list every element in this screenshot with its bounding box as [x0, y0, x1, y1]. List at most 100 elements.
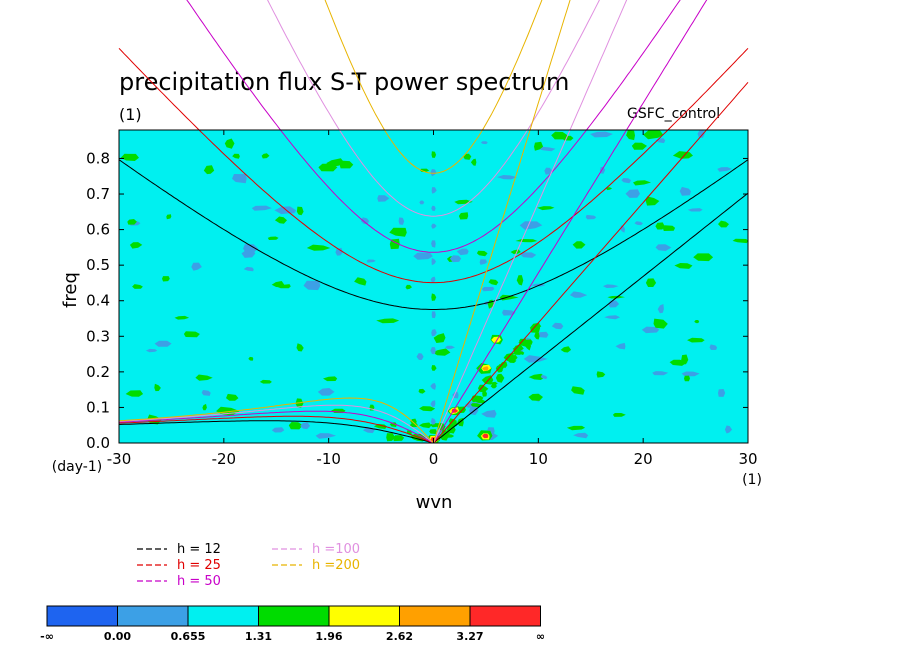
colorbar-label: ∞	[536, 630, 545, 643]
blue-patch	[145, 348, 158, 353]
colorbar-label: 0.655	[171, 630, 206, 643]
rossby-curve	[118, 397, 434, 443]
blue-patch	[540, 374, 548, 380]
legend-label: h = 12	[177, 542, 221, 557]
ridge-patch	[474, 399, 486, 404]
blue-patch	[251, 205, 272, 211]
peak-core	[482, 366, 489, 371]
blue-patch	[243, 266, 254, 272]
blue-patch	[315, 433, 337, 439]
wvn-zero-patch	[430, 169, 437, 177]
blue-patch	[718, 389, 726, 397]
y-tick-label: 0.1	[86, 398, 110, 416]
green-patch	[463, 153, 472, 160]
blue-patch	[621, 178, 632, 184]
colorbar-label: 1.31	[245, 630, 272, 643]
ridge-patch	[490, 383, 497, 389]
ridge-patch	[495, 373, 505, 383]
green-patch	[418, 388, 426, 394]
green-patch	[534, 141, 544, 151]
x-tick-label: 0	[429, 450, 439, 468]
green-patch	[296, 343, 304, 352]
green-patch	[203, 165, 215, 175]
blue-patch	[456, 248, 469, 256]
green-patch	[419, 406, 436, 412]
low-freq-patch	[429, 429, 437, 435]
low-freq-patch	[373, 424, 387, 429]
blue-patch	[445, 345, 455, 349]
low-freq-patch	[393, 435, 405, 442]
blue-patch	[697, 130, 705, 138]
blue-patch	[604, 315, 621, 320]
green-patch	[183, 331, 200, 338]
blue-patch	[398, 217, 405, 225]
green-patch	[288, 422, 303, 430]
x-tick-label: -20	[212, 450, 237, 468]
ridge-patch	[444, 433, 455, 438]
green-patch	[261, 153, 270, 159]
blue-patch	[154, 340, 172, 347]
rossby-curve	[118, 404, 434, 443]
blue-patch	[243, 244, 259, 253]
plot-area	[119, 130, 748, 443]
ridge-patch	[473, 395, 484, 401]
colorbar-label: 1.96	[315, 630, 342, 643]
green-patch	[154, 383, 161, 392]
blue-patch	[366, 259, 376, 263]
green-patch	[470, 158, 477, 166]
colorbar-swatch	[46, 605, 118, 627]
green-patch	[458, 212, 469, 220]
wvn-zero-patch	[430, 383, 436, 390]
green-patch	[389, 227, 407, 237]
colorbar-swatch	[187, 605, 259, 627]
wvn-zero-patch	[431, 365, 437, 371]
y-tick-label: 0.6	[86, 221, 110, 239]
colorbar-swatch	[328, 605, 400, 627]
wvn-zero-patch	[431, 258, 436, 266]
gravity-wave-curve	[324, 0, 543, 174]
blue-patch	[274, 206, 296, 215]
blue-patch	[602, 284, 619, 288]
y-tick-label: 0.0	[86, 434, 110, 452]
blue-patch	[709, 344, 718, 350]
y-tick-label: 0.7	[86, 185, 110, 203]
green-patch	[274, 216, 287, 224]
ridge-patch	[534, 331, 540, 340]
green-patch	[127, 219, 137, 225]
wvn-zero-patch	[430, 400, 436, 407]
green-patch	[162, 276, 170, 282]
green-patch	[516, 275, 524, 286]
blue-patch	[585, 214, 597, 220]
wvn-zero-patch	[431, 329, 437, 337]
colorbar-label: 2.62	[386, 630, 413, 643]
green-patch	[376, 318, 400, 324]
blue-patch	[634, 221, 643, 226]
wvn-zero-patch	[431, 151, 437, 158]
blue-patch	[335, 247, 343, 256]
green-patch	[537, 206, 555, 211]
blue-patch	[519, 221, 543, 230]
green-patch	[132, 284, 143, 289]
dispersion-curves	[118, 0, 749, 443]
blue-patch	[377, 195, 390, 202]
green-patch	[606, 187, 613, 191]
kelvin-curve	[433, 81, 749, 443]
green-patch	[226, 393, 239, 401]
blue-patch	[481, 409, 497, 418]
green-patch	[674, 263, 693, 269]
gravity-wave-curve	[267, 0, 600, 217]
x-tick-label: 10	[529, 450, 548, 468]
green-patch	[596, 371, 606, 378]
blue-patch	[724, 425, 733, 434]
green-patch	[566, 425, 586, 431]
green-patch	[571, 386, 585, 395]
green-patch	[510, 249, 521, 254]
low-freq-patch	[419, 422, 432, 429]
blue-patch	[481, 286, 495, 292]
green-patch	[633, 180, 651, 186]
green-patch	[528, 393, 543, 401]
ridge-patch	[518, 351, 525, 355]
y-tick-label: 0.2	[86, 363, 110, 381]
wvn-zero-patch	[431, 293, 437, 301]
